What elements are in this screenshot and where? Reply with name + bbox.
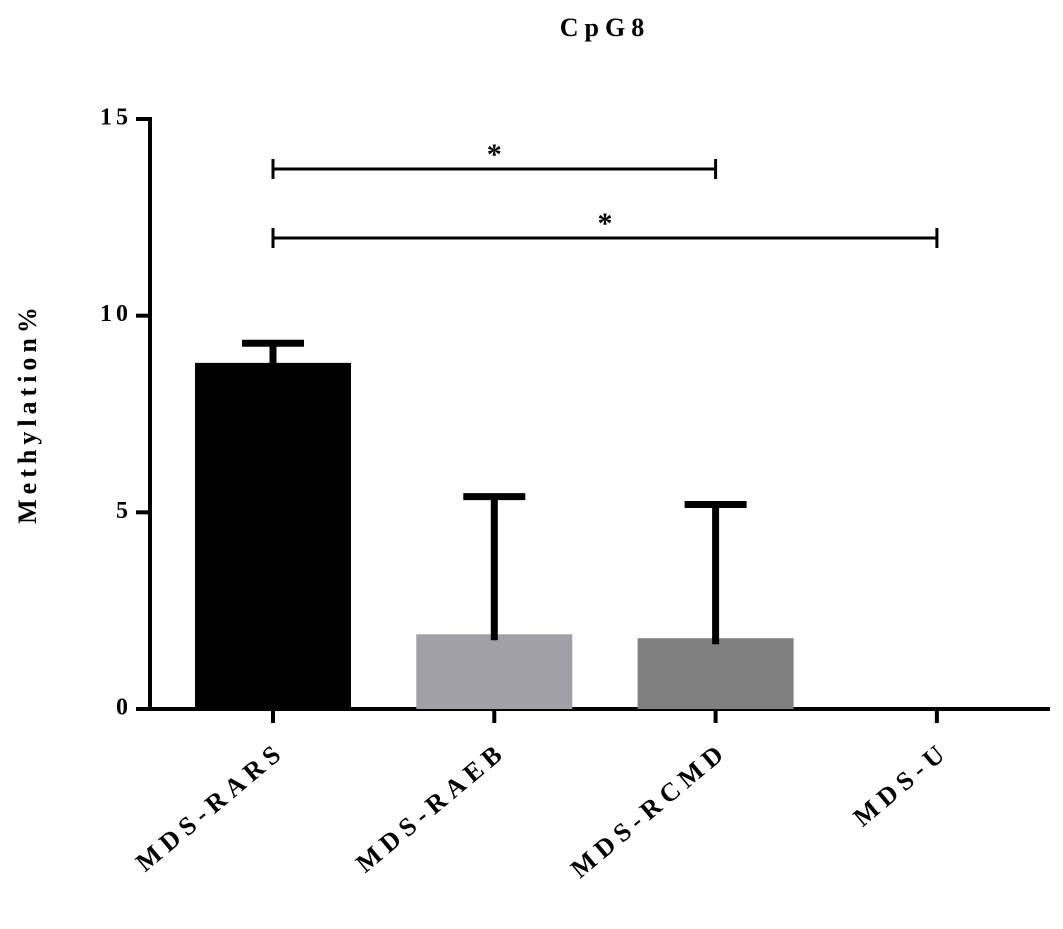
y-tick-label: 0 xyxy=(116,695,132,721)
x-tick-label: MDS-RARS xyxy=(130,736,291,877)
significance-label: * xyxy=(597,207,612,240)
y-tick-label: 5 xyxy=(116,498,132,524)
y-tick-label: 10 xyxy=(100,301,132,327)
error-bar xyxy=(684,500,747,645)
significance-label: * xyxy=(487,138,502,171)
error-bar xyxy=(463,493,526,641)
significance-bracket xyxy=(271,159,718,179)
chart-title: CpG8 xyxy=(560,13,650,42)
y-axis-label: Methylation% xyxy=(13,302,42,524)
bar xyxy=(416,634,573,709)
x-tick-label: MDS-U xyxy=(848,736,955,832)
bar xyxy=(195,362,351,709)
significance-bracket xyxy=(271,228,939,248)
x-tick-label: MDS-RCMD xyxy=(565,736,733,884)
y-tick-label: 15 xyxy=(100,105,132,131)
x-tick-label: MDS-RAEB xyxy=(350,736,512,878)
error-bar xyxy=(242,339,304,369)
bar xyxy=(637,638,794,709)
